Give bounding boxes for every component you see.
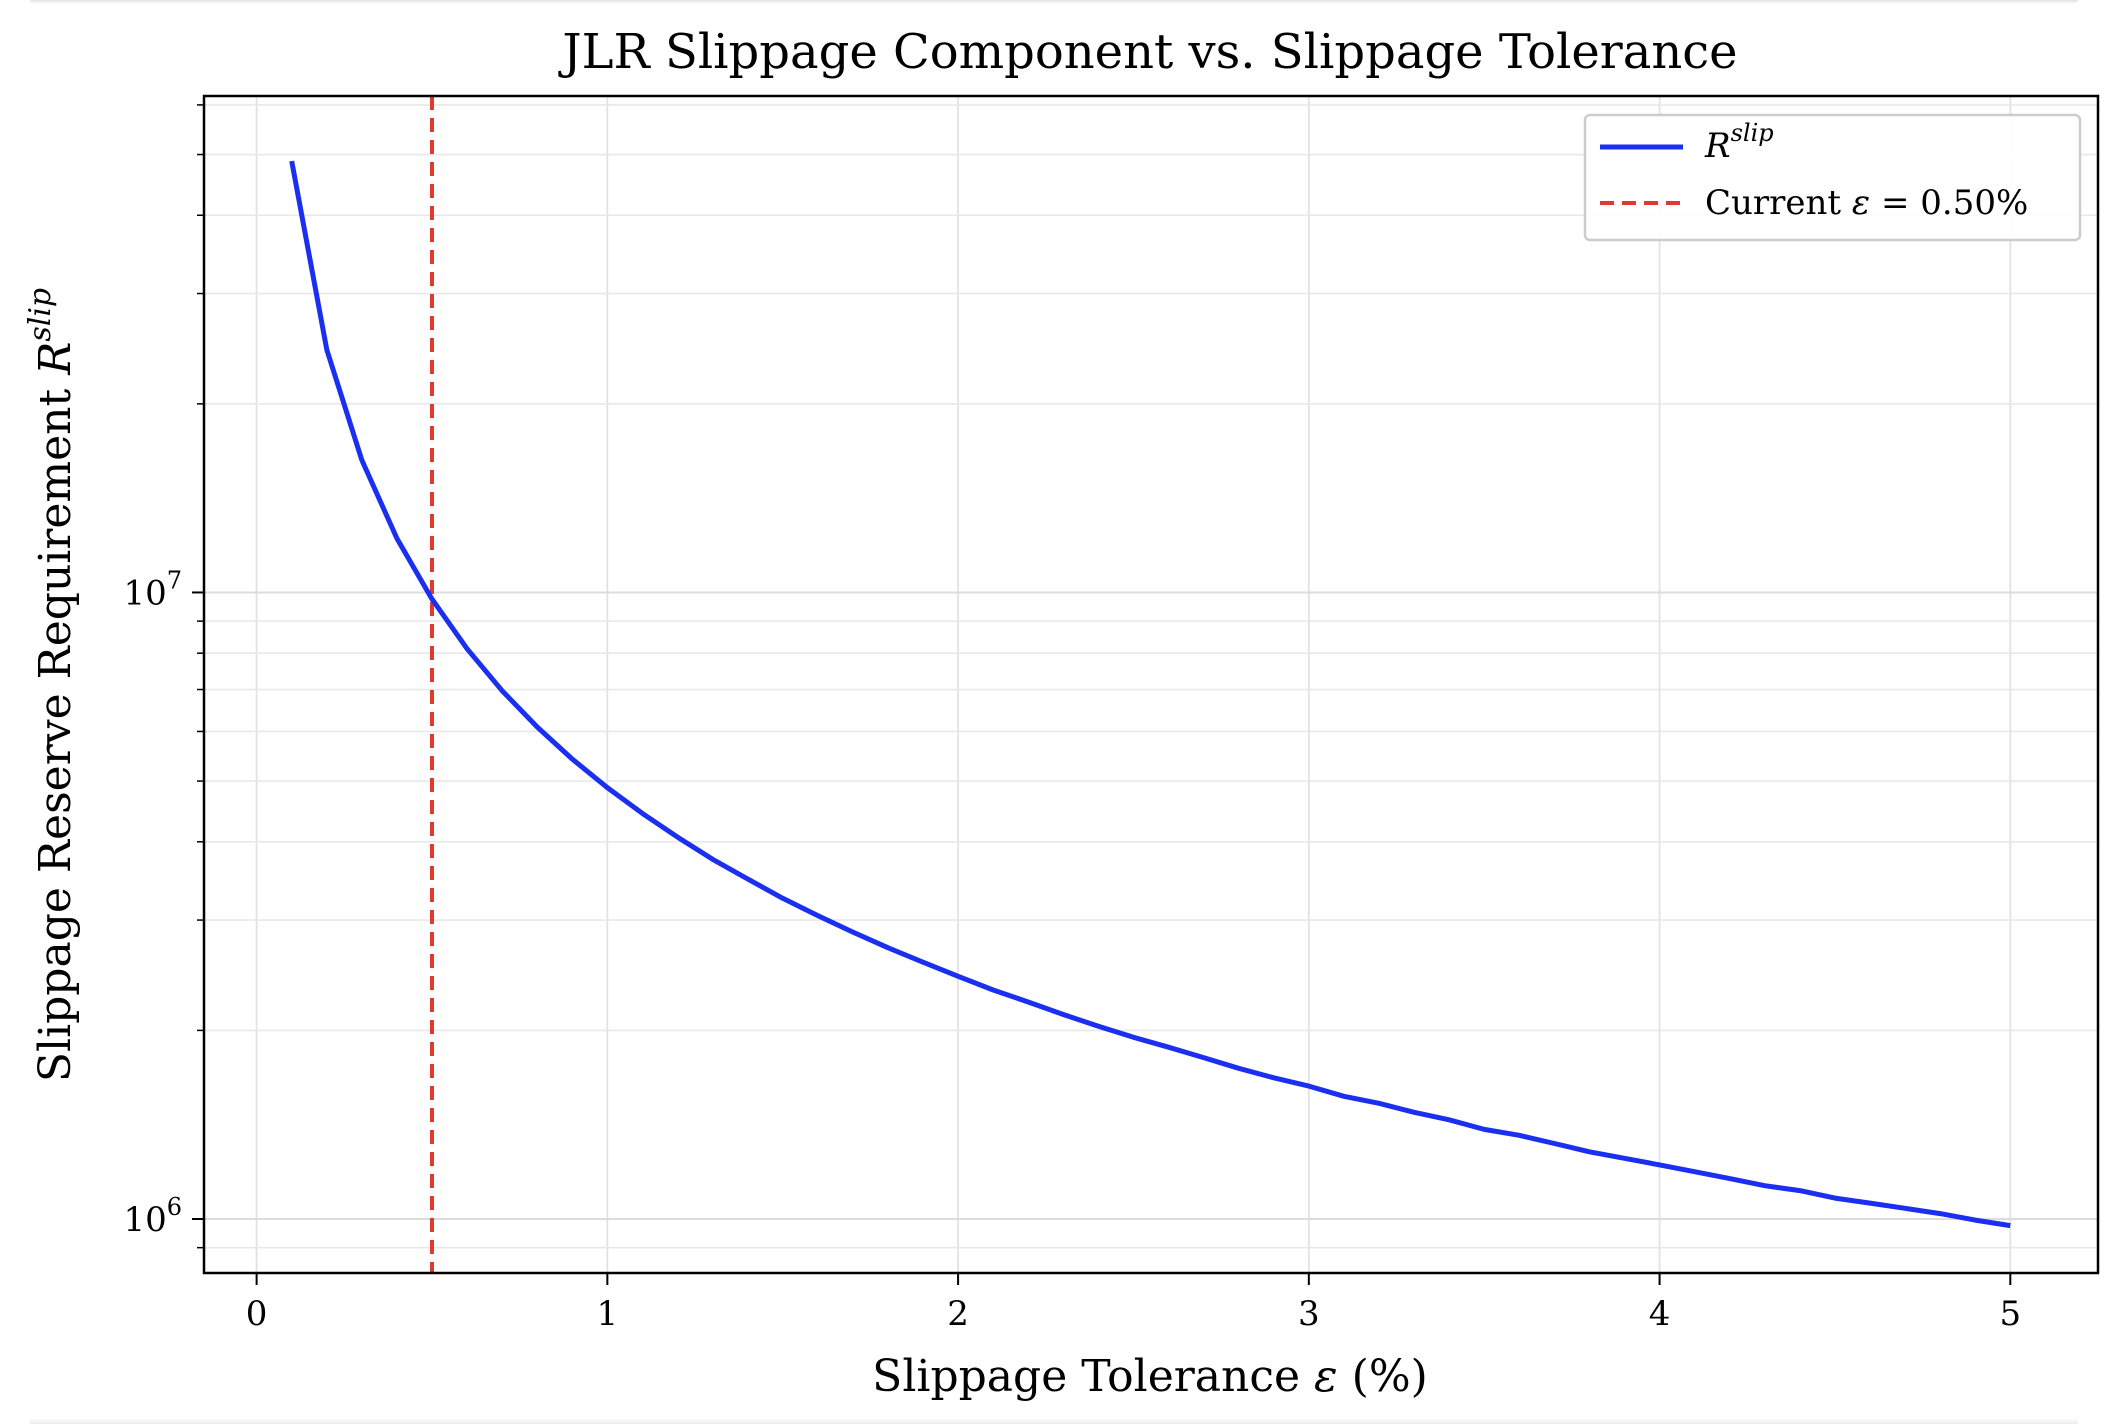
x-axis-label-text: Slippage Tolerance [872, 1351, 1300, 1402]
legend-reference-symbol: ε [1852, 183, 1870, 223]
y-tick-label: 106 [123, 1193, 182, 1240]
window-edge-top [30, 0, 2078, 4]
axes-frame [202, 94, 2100, 1275]
legend-reference-label: Current ε = 0.50% [1705, 183, 2028, 223]
grid [204, 96, 2098, 1273]
x-axis-label-symbol: ε [1314, 1351, 1338, 1402]
x-axis-label: Slippage Tolerance ε (%) [872, 1351, 1428, 1402]
legend-series-label: Rslip [1704, 119, 1774, 166]
x-tick-label: 0 [246, 1294, 268, 1334]
y-tick-label-base: 10 [123, 573, 166, 613]
r-slip-series-line [289, 160, 2011, 1229]
plot-area [204, 96, 2098, 1273]
x-tick-label: 1 [597, 1294, 619, 1334]
legend-reference-value: = 0.50% [1881, 183, 2028, 223]
x-tick-label: 5 [1999, 1294, 2021, 1334]
x-axis-label-unit: (%) [1352, 1351, 1428, 1402]
y-axis-label-symbol: R [30, 342, 81, 376]
y-axis-label: Slippage Reserve Requirement Rslip [23, 288, 81, 1082]
chart-title: JLR Slippage Component vs. Slippage Tole… [557, 24, 1737, 80]
legend: Rslip Current ε = 0.50% [1583, 113, 2082, 242]
legend-series-superscript: slip [1731, 119, 1774, 147]
y-tick-label-exponent: 7 [167, 566, 182, 594]
y-axis-label-superscript: slip [23, 288, 58, 342]
y-tick-label: 107 [123, 566, 182, 613]
x-tick-label: 4 [1649, 1294, 1671, 1334]
x-tick-label: 2 [947, 1294, 969, 1334]
x-tick-label: 3 [1298, 1294, 1320, 1334]
y-tick-label-base: 10 [123, 1200, 166, 1240]
y-axis-label-text: Slippage Reserve Requirement [30, 388, 81, 1082]
legend-reference-prefix: Current [1705, 183, 1841, 223]
legend-series-name: R [1704, 126, 1731, 166]
window-edge-bottom [30, 1418, 2078, 1424]
x-tick-labels: 0 1 2 3 4 5 [246, 1294, 2021, 1334]
legend-box [1583, 113, 2082, 242]
y-tick-label-exponent: 6 [167, 1193, 182, 1221]
